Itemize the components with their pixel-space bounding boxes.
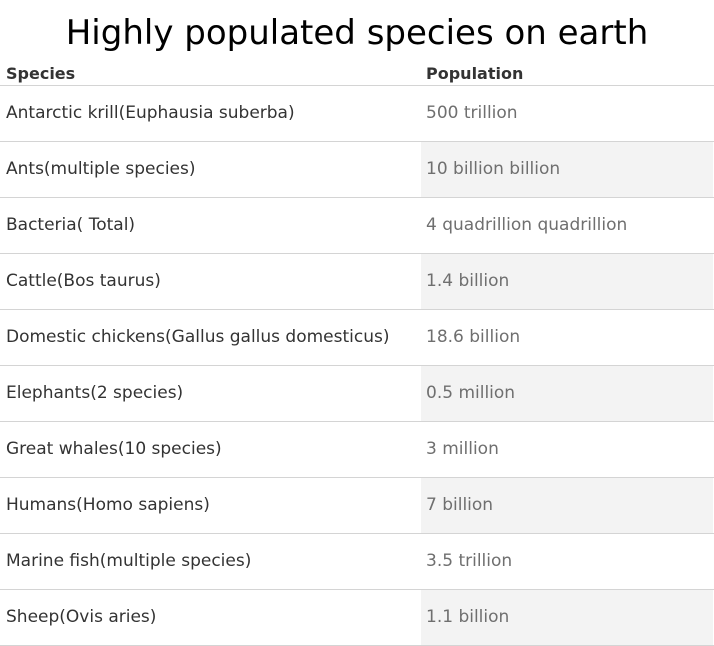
population-cell: 1.4 billion [421, 254, 713, 309]
species-cell: Great whales(10 species) [6, 439, 222, 459]
population-cell: 500 trillion [426, 103, 518, 123]
table-row: Ants(multiple species) 10 billion billio… [0, 142, 714, 198]
population-cell: 10 billion billion [421, 142, 713, 197]
population-cell: 1.1 billion [421, 590, 713, 645]
table-row: Great whales(10 species) 3 million [0, 422, 714, 478]
table-row: Marine fish(multiple species) 3.5 trilli… [0, 534, 714, 590]
species-cell: Elephants(2 species) [6, 383, 184, 403]
species-cell: Ants(multiple species) [6, 159, 196, 179]
table-body: Antarctic krill(Euphausia suberba) 500 t… [0, 86, 714, 646]
table-row: Elephants(2 species) 0.5 million [0, 366, 714, 422]
species-cell: Sheep(Ovis aries) [6, 607, 157, 627]
population-cell: 7 billion [421, 478, 713, 533]
species-cell: Bacteria( Total) [6, 215, 136, 235]
species-cell: Antarctic krill(Euphausia suberba) [6, 103, 295, 123]
table-row: Domestic chickens(Gallus gallus domestic… [0, 310, 714, 366]
column-header-species: Species [6, 64, 76, 83]
table-header: Species Population [0, 62, 714, 86]
population-cell: 18.6 billion [426, 327, 521, 347]
population-cell: 0.5 million [421, 366, 713, 421]
table-row: Bacteria( Total) 4 quadrillion quadrilli… [0, 198, 714, 254]
species-cell: Domestic chickens(Gallus gallus domestic… [6, 327, 390, 347]
column-header-population: Population [426, 64, 524, 83]
table-row: Sheep(Ovis aries) 1.1 billion [0, 590, 714, 646]
population-cell: 4 quadrillion quadrillion [426, 215, 628, 235]
species-cell: Cattle(Bos taurus) [6, 271, 161, 291]
population-cell: 3.5 trillion [426, 551, 513, 571]
table-row: Antarctic krill(Euphausia suberba) 500 t… [0, 86, 714, 142]
chart-title: Highly populated species on earth [65, 13, 649, 53]
species-cell: Humans(Homo sapiens) [6, 495, 210, 515]
population-cell: 3 million [426, 439, 499, 459]
table-row: Cattle(Bos taurus) 1.4 billion [0, 254, 714, 310]
table-row: Humans(Homo sapiens) 7 billion [0, 478, 714, 534]
species-cell: Marine fish(multiple species) [6, 551, 252, 571]
